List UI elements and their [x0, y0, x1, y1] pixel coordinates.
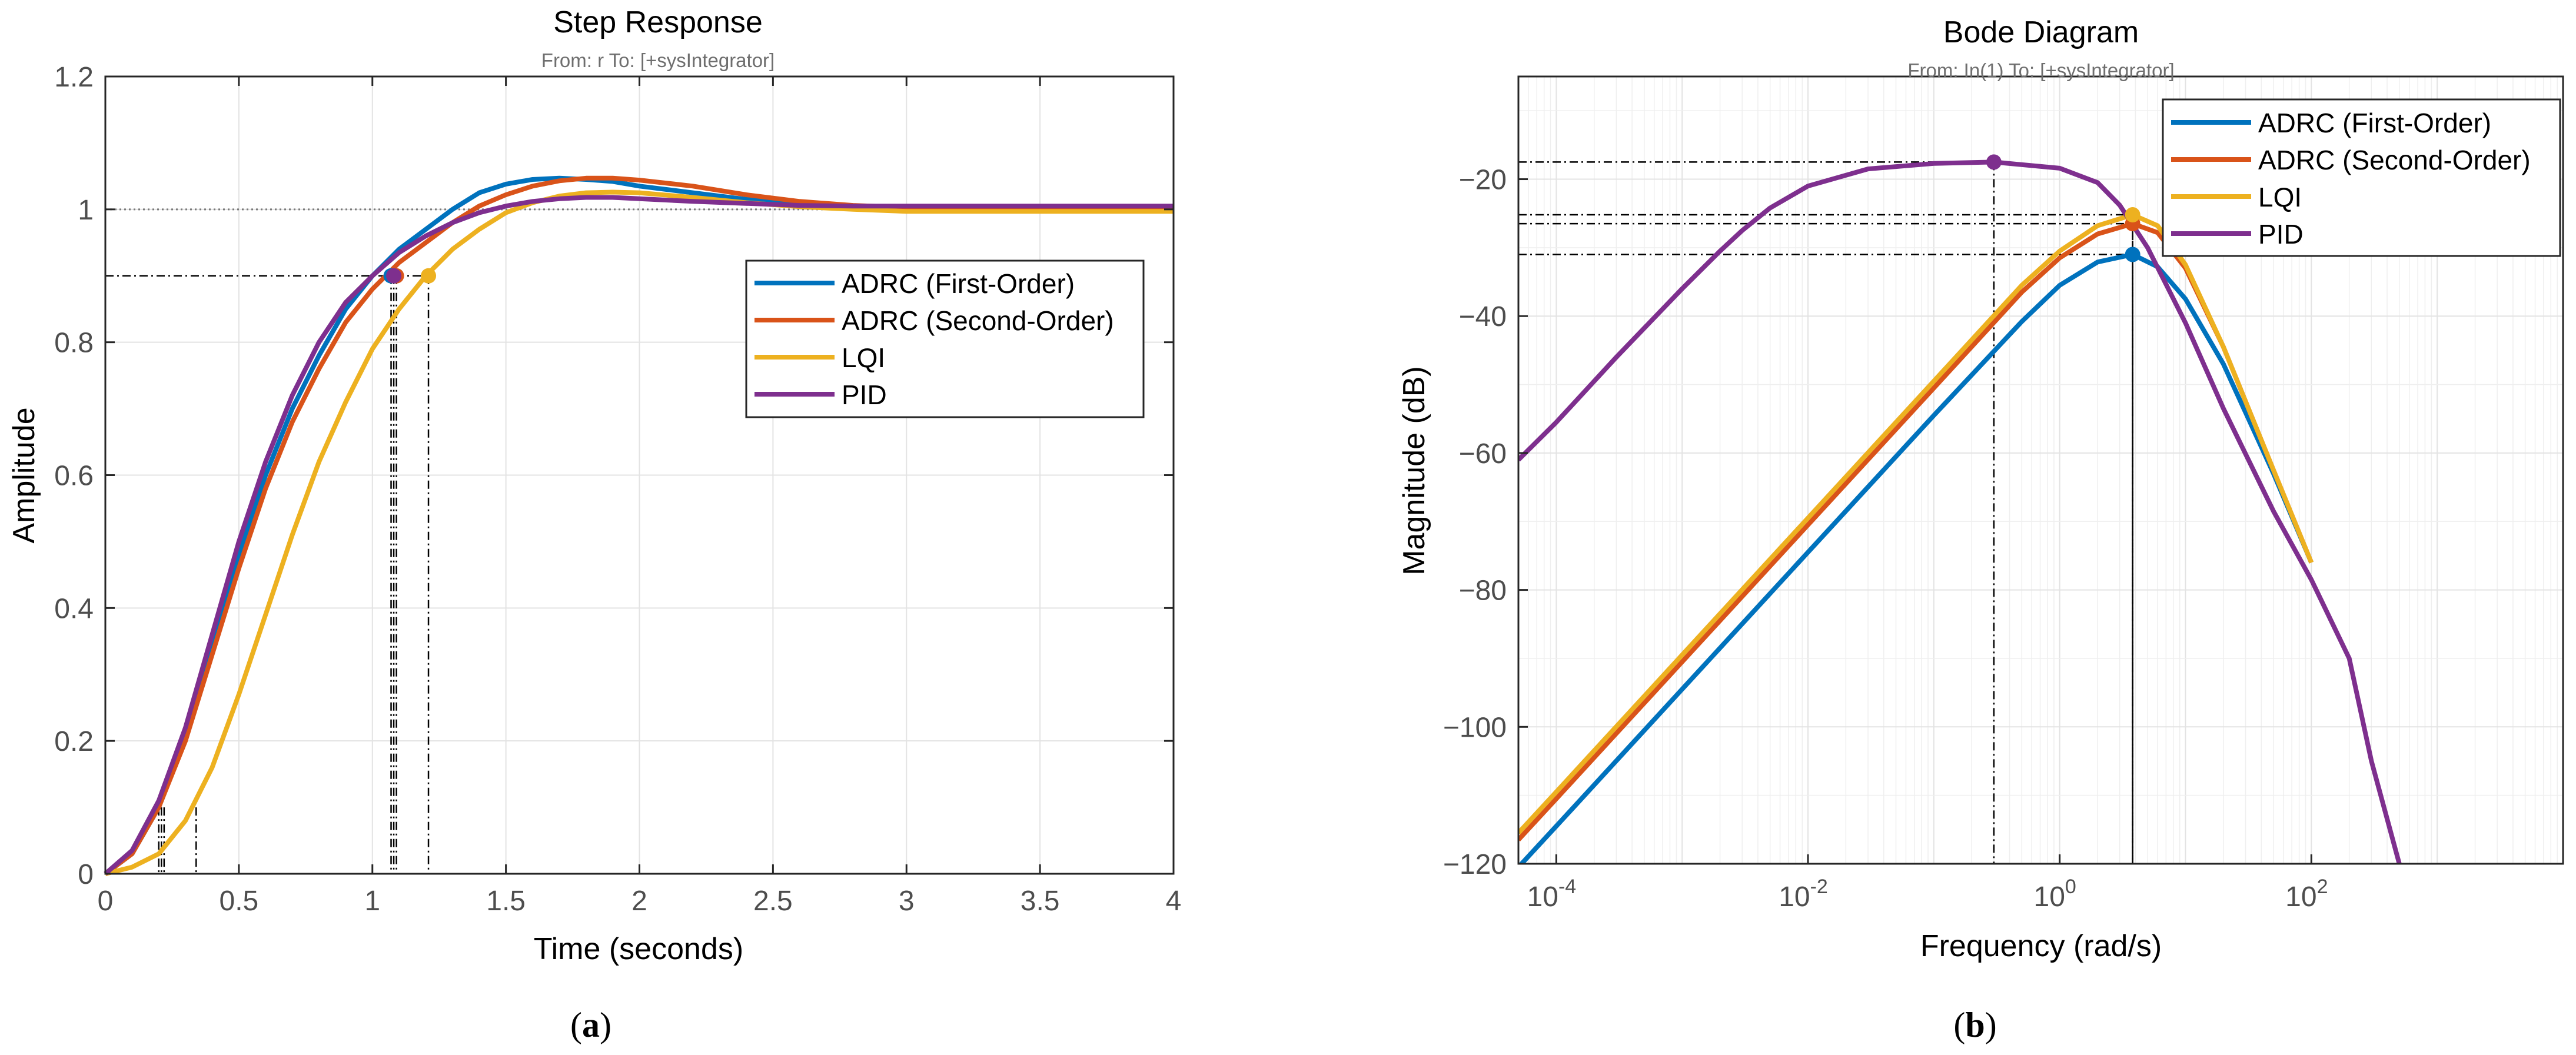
step-legend[interactable]: ADRC (First-Order) ADRC (Second-Order) L…: [745, 259, 1145, 418]
panel-a-open-paren: (: [570, 1006, 582, 1044]
step-x-tick-label: 3: [899, 886, 915, 917]
bode-legend-label-adrc2: ADRC (Second-Order): [2258, 145, 2531, 175]
step-rise-points: [383, 268, 437, 284]
bode-peak-point-adrc1[interactable]: [2125, 247, 2140, 262]
bode-legend-entry-adrc1[interactable]: ADRC (First-Order): [2171, 108, 2491, 138]
bode-tick-labels: 10-4 10-2 100 102 −120 −100 −80 −60 −40 −20: [1443, 165, 2328, 913]
step-x-tick-label: 1: [364, 886, 380, 917]
bode-y-tick-label: −100: [1443, 712, 1507, 743]
bode-series-line-pid: [1518, 159, 2402, 864]
panel-b-label: (b): [1953, 1006, 1996, 1044]
step-tick-labels: 0 0.5 1 1.5 2 2.5 3 3.5 4 0 0.2 0.4 0.6 0.8 1 1.2: [54, 62, 1181, 917]
step-legend-entry-adrc2[interactable]: ADRC (Second-Order): [754, 305, 1114, 336]
step-legend-label-adrc1: ADRC (First-Order): [842, 268, 1075, 299]
step-x-tick-label: 3.5: [1021, 886, 1060, 917]
step-series-line-adrc2: [104, 175, 1174, 876]
bode-legend-label-adrc1: ADRC (First-Order): [2258, 108, 2491, 138]
step-legend-label-pid: PID: [842, 380, 887, 410]
panel-b-letter: b: [1965, 1006, 1985, 1044]
bode-legend-entry-adrc2[interactable]: ADRC (Second-Order): [2171, 145, 2531, 175]
step-subtitle: From: r To: [+sysIntegrator]: [541, 49, 775, 71]
step-x-tick-label: 0: [98, 886, 114, 917]
step-y-axis-label: Amplitude: [7, 407, 41, 543]
bode-y-tick-label: −60: [1459, 438, 1507, 470]
step-x-tick-label: 0.5: [220, 886, 259, 917]
step-y-tick-label: 1.2: [54, 62, 94, 93]
bode-axes-box: [1517, 75, 2564, 865]
bode-legend-box: [2162, 98, 2561, 257]
step-series-line-pid: [104, 195, 1174, 876]
step-response-panel: 0 0.5 1 1.5 2 2.5 3 3.5 4 0 0.2 0.4 0.6 0.8 1 1.2 Step …: [7, 5, 1181, 1044]
step-legend-entry-pid[interactable]: PID: [754, 380, 887, 410]
panel-b-open-paren: (: [1953, 1006, 1965, 1044]
panel-a-close-paren: ): [600, 1006, 611, 1044]
step-x-tick-label: 2.5: [753, 886, 793, 917]
bode-peak-point-lqi[interactable]: [2125, 207, 2140, 223]
step-legend-label-lqi: LQI: [842, 342, 885, 373]
step-y-tick-label: 0.4: [54, 593, 94, 624]
bode-y-tick-label: −80: [1459, 575, 1507, 607]
step-title: Step Response: [553, 5, 763, 39]
step-series-lines: [104, 175, 1174, 876]
step-series-line-adrc1: [104, 175, 1174, 876]
step-legend-entry-lqi[interactable]: LQI: [754, 342, 885, 373]
bode-x-tick-label: 10-4: [1527, 876, 1577, 913]
bode-peak-markers: [1518, 161, 2133, 864]
bode-x-tick-label: 10-2: [1779, 876, 1828, 913]
bode-series-line-lqi: [1518, 212, 2314, 835]
step-x-tick-label: 2: [631, 886, 647, 917]
step-rise-point-pid[interactable]: [386, 268, 402, 284]
step-rise-point-lqi[interactable]: [421, 268, 437, 284]
bode-legend[interactable]: ADRC (First-Order) ADRC (Second-Order) L…: [2162, 98, 2561, 257]
bode-legend-label-pid: PID: [2258, 219, 2304, 249]
bode-legend-label-lqi: LQI: [2258, 182, 2302, 212]
bode-legend-entry-pid[interactable]: PID: [2171, 219, 2304, 249]
bode-peak-point-pid[interactable]: [1986, 154, 2002, 170]
bode-x-tick-label: 102: [2285, 876, 2328, 913]
step-y-tick-label: 0.6: [54, 461, 94, 492]
bode-subtitle: From: In(1) To: [+sysIntegrator]: [1907, 59, 2174, 81]
panel-a-letter: a: [582, 1006, 600, 1044]
step-x-axis-label: Time (seconds): [534, 932, 743, 966]
step-x-tick-label: 4: [1166, 886, 1182, 917]
step-legend-label-adrc2: ADRC (Second-Order): [842, 305, 1114, 336]
bode-title: Bode Diagram: [1943, 15, 2139, 49]
bode-diagram-panel: 10-4 10-2 100 102 −120 −100 −80 −60 −40 −20 Bode …: [1397, 15, 2564, 1044]
step-y-tick-label: 1: [78, 195, 94, 226]
bode-x-axis-label: Frequency (rad/s): [1920, 929, 2162, 963]
panel-b-close-paren: ): [1985, 1006, 1997, 1044]
bode-series-line-adrc1: [1518, 252, 2314, 864]
step-y-tick-label: 0.2: [54, 726, 94, 757]
bode-x-tick-label: 100: [2034, 876, 2076, 913]
bode-y-axis-label: Magnitude (dB): [1397, 366, 1431, 575]
step-x-tick-label: 1.5: [486, 886, 526, 917]
bode-y-tick-label: −120: [1443, 849, 1507, 880]
bode-peak-points: [1986, 154, 2140, 262]
step-y-tick-label: 0.8: [54, 328, 94, 359]
step-legend-box: [745, 259, 1145, 418]
bode-y-tick-label: −40: [1459, 301, 1507, 332]
bode-y-tick-label: −20: [1459, 165, 1507, 196]
panel-a-label: (a): [570, 1006, 611, 1044]
bode-legend-entry-lqi[interactable]: LQI: [2171, 182, 2302, 212]
step-y-tick-label: 0: [78, 859, 94, 890]
step-legend-entry-adrc1[interactable]: ADRC (First-Order): [754, 268, 1075, 299]
bode-series-lines: [1518, 159, 2402, 864]
